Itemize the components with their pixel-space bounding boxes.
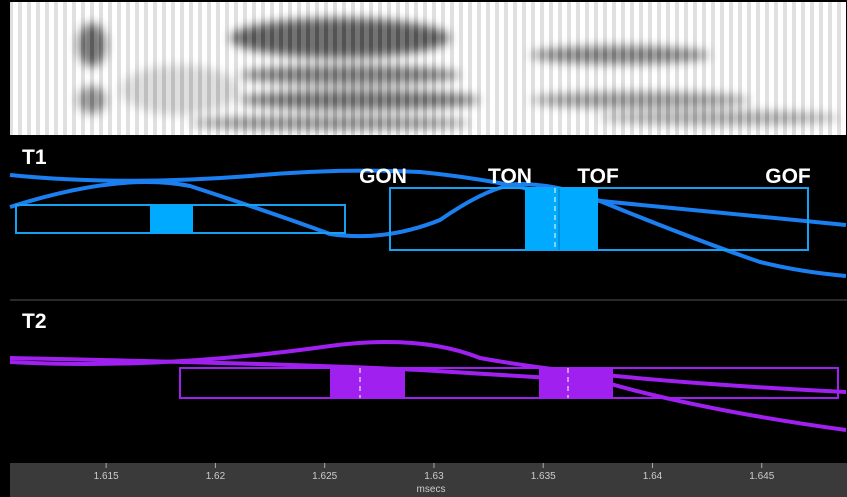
x-tick-label: 1.645: [749, 471, 774, 482]
t2-boxes: [180, 368, 838, 398]
panel-t1: [10, 136, 847, 300]
annotation: TOF: [577, 165, 619, 188]
x-tick-label: 1.63: [424, 471, 444, 482]
x-tick-label: 1.62: [206, 471, 226, 482]
x-tick-label: 1.635: [531, 471, 556, 482]
page: {"panels": [{"label": "T1"}, {"label": "…: [0, 0, 847, 497]
annotation: GOF: [765, 165, 811, 188]
spectrogram: [10, 2, 846, 135]
t2-traces: [10, 342, 846, 430]
panel-label: T1: [22, 146, 47, 169]
annotation: GON: [359, 165, 407, 188]
viewer: T1 GON TON TOF GOF T2 1.615 1.62 1.625 1.63…: [0, 0, 847, 497]
x-tick-label: 1.625: [312, 471, 337, 482]
panel-label: T2: [22, 310, 47, 333]
x-axis-label: msecs: [417, 484, 446, 495]
x-tick-label: 1.64: [643, 471, 663, 482]
x-tick-label: 1.615: [94, 471, 119, 482]
annotation: TON: [488, 165, 532, 188]
